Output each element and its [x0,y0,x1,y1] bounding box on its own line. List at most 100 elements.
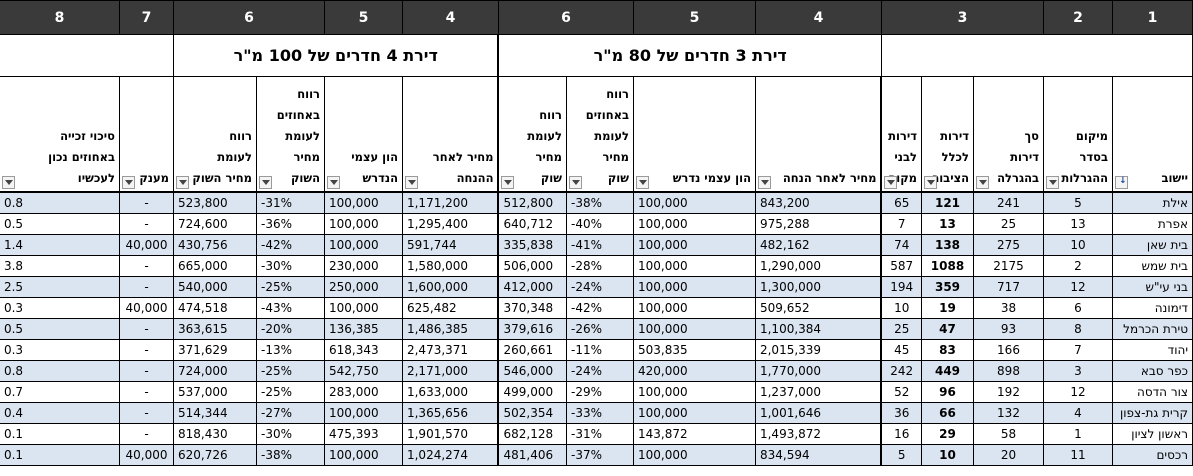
table-cell[interactable]: - [118,359,174,382]
table-cell[interactable]: 138 [921,233,974,256]
table-cell[interactable]: 100,000 [323,233,403,256]
table-cell[interactable]: 100,000 [323,212,403,235]
table-cell[interactable]: 0.3 [0,338,120,361]
table-cell[interactable]: 665,000 [172,254,257,277]
table-cell[interactable]: 475,393 [323,422,403,445]
table-cell[interactable]: 1,633,000 [401,380,499,403]
table-cell[interactable]: 2175 [973,254,1044,277]
column-number-cell[interactable]: 4 [401,0,499,35]
table-cell[interactable]: 1,486,385 [401,317,499,340]
table-cell[interactable]: -38% [565,191,634,214]
table-cell[interactable]: 0.1 [0,422,120,445]
table-cell[interactable]: -29% [565,380,634,403]
column-number-cell[interactable]: 7 [118,0,174,35]
table-cell[interactable]: -25% [255,275,325,298]
table-cell[interactable]: יהוד [1112,338,1193,361]
table-cell[interactable]: -31% [565,422,634,445]
sort-filter-icon[interactable] [1115,176,1128,189]
table-cell[interactable]: 1.4 [0,233,120,256]
table-cell[interactable]: 682,128 [497,422,567,445]
filter-dropdown-icon[interactable] [326,176,340,189]
table-cell[interactable]: -25% [255,380,325,403]
table-cell[interactable]: - [118,254,174,277]
column-number-cell[interactable]: 3 [880,0,1045,35]
filter-dropdown-icon[interactable] [1046,176,1059,189]
table-cell[interactable]: 0.3 [0,296,120,319]
column-number-cell[interactable]: 4 [754,0,882,35]
table-cell[interactable]: 166 [973,338,1044,361]
table-cell[interactable]: בית שאן [1112,233,1193,256]
table-cell[interactable]: 2,473,371 [401,338,499,361]
table-cell[interactable]: 52 [880,380,923,403]
table-cell[interactable]: 260,661 [497,338,567,361]
table-cell[interactable]: 20 [973,443,1044,466]
table-cell[interactable]: -33% [565,401,634,424]
table-cell[interactable]: 625,482 [401,296,499,319]
table-cell[interactable]: 640,712 [497,212,567,235]
table-cell[interactable]: -36% [255,212,325,235]
filter-dropdown-icon[interactable] [635,176,649,189]
table-cell[interactable]: 499,000 [497,380,567,403]
table-cell[interactable]: 514,344 [172,401,257,424]
table-cell[interactable]: צור הדסה [1112,380,1193,403]
table-cell[interactable]: 430,756 [172,233,257,256]
table-cell[interactable]: 587 [880,254,923,277]
filter-dropdown-icon[interactable] [757,176,771,189]
table-cell[interactable]: 100,000 [632,317,756,340]
column-number-cell[interactable]: 2 [1043,0,1113,35]
table-cell[interactable]: -27% [255,401,325,424]
table-cell[interactable]: - [118,191,174,214]
table-cell[interactable]: 100,000 [323,401,403,424]
table-cell[interactable]: 1,237,000 [754,380,882,403]
table-cell[interactable]: -26% [565,317,634,340]
table-cell[interactable]: 0.5 [0,212,120,235]
table-cell[interactable]: -24% [565,275,634,298]
filter-dropdown-icon[interactable] [258,176,272,189]
table-cell[interactable]: 58 [973,422,1044,445]
table-cell[interactable]: 335,838 [497,233,567,256]
table-cell[interactable]: 620,726 [172,443,257,466]
table-cell[interactable]: 29 [921,422,974,445]
table-cell[interactable]: 717 [973,275,1044,298]
table-cell[interactable]: 45 [880,338,923,361]
table-cell[interactable]: כפר סבא [1112,359,1193,382]
table-cell[interactable]: 512,800 [497,191,567,214]
table-cell[interactable]: 1,770,000 [754,359,882,382]
table-cell[interactable]: 370,348 [497,296,567,319]
table-cell[interactable]: 502,354 [497,401,567,424]
table-cell[interactable]: 7 [880,212,923,235]
table-cell[interactable]: 509,652 [754,296,882,319]
table-cell[interactable]: 100,000 [632,233,756,256]
table-cell[interactable]: אפרת [1112,212,1193,235]
table-cell[interactable]: 546,000 [497,359,567,382]
filter-dropdown-icon[interactable] [568,176,582,189]
table-cell[interactable]: 36 [880,401,923,424]
table-cell[interactable]: 1,171,200 [401,191,499,214]
table-cell[interactable]: 242 [880,359,923,382]
table-cell[interactable]: 100,000 [632,296,756,319]
table-cell[interactable]: 74 [880,233,923,256]
table-cell[interactable]: 40,000 [118,233,174,256]
table-cell[interactable]: בני עי"ש [1112,275,1193,298]
table-cell[interactable]: -25% [255,359,325,382]
table-cell[interactable]: 16 [880,422,923,445]
table-cell[interactable]: 12 [1043,380,1113,403]
table-cell[interactable]: 1,580,000 [401,254,499,277]
table-cell[interactable]: 537,000 [172,380,257,403]
table-cell[interactable]: 13 [1043,212,1113,235]
table-cell[interactable]: - [118,422,174,445]
filter-dropdown-icon[interactable] [1,176,15,189]
table-cell[interactable]: קרית גת-צפון [1112,401,1193,424]
table-cell[interactable]: 371,629 [172,338,257,361]
table-cell[interactable]: 93 [973,317,1044,340]
table-cell[interactable]: 19 [921,296,974,319]
table-cell[interactable]: 25 [880,317,923,340]
table-cell[interactable]: 7 [1043,338,1113,361]
table-cell[interactable]: 100,000 [632,275,756,298]
column-number-cell[interactable]: 1 [1112,0,1193,35]
table-cell[interactable]: 420,000 [632,359,756,382]
table-cell[interactable]: 100,000 [323,443,403,466]
table-cell[interactable]: -40% [565,212,634,235]
column-number-cell[interactable]: 8 [0,0,120,35]
table-cell[interactable]: -41% [565,233,634,256]
